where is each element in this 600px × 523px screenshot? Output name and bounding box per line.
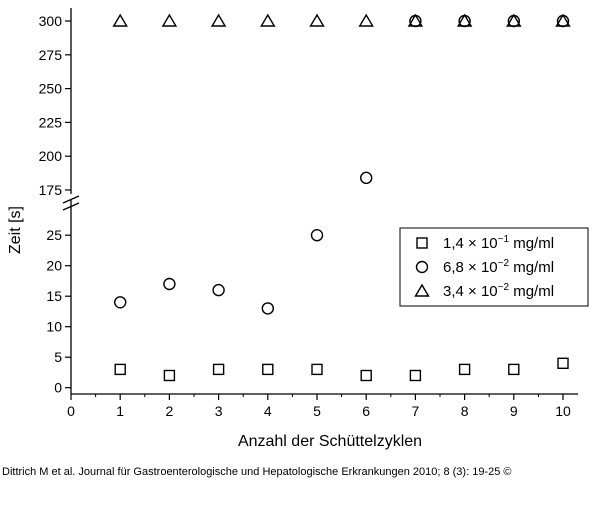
x-tick-label: 2: [166, 403, 174, 419]
data-point-triangle: [112, 13, 128, 27]
y-tick-label: 300: [39, 13, 63, 29]
data-point-triangle: [456, 13, 473, 27]
legend-label: 3,4 × 10−2 mg/ml: [443, 282, 554, 300]
axis-break-mark-2: [62, 202, 80, 211]
axes: 0 1 2 3 4 5 6 7 8 9 10 0 5 10 15 20 25 175 200 225 250 275 300: [39, 8, 578, 419]
data-point-circle: [163, 277, 176, 291]
legend-box: [399, 227, 589, 307]
y-tick-label: 225: [39, 114, 63, 130]
y-tick-label: 10: [46, 319, 62, 335]
data-point-circle: [113, 296, 127, 309]
data-point-square: [458, 363, 471, 376]
data-point-triangle: [161, 13, 178, 27]
legend-label: 6,8 × 10−2 mg/ml: [443, 258, 554, 276]
x-tick-label: 5: [313, 403, 321, 419]
y-tick-label: 250: [39, 81, 63, 97]
x-tick-label: 7: [412, 403, 420, 419]
data-points: [112, 13, 571, 382]
x-tick-label: 6: [362, 403, 370, 419]
x-tick-label: 3: [215, 403, 223, 419]
data-point-square: [114, 363, 126, 376]
data-point-triangle: [358, 13, 374, 27]
legend-marker-triangle: [414, 283, 430, 297]
legend-marker-square: [416, 237, 428, 249]
data-point-triangle: [555, 13, 571, 27]
data-point-circle: [261, 302, 274, 315]
data-point-circle: [212, 283, 225, 297]
data-point-circle: [310, 228, 324, 242]
citation-text: Dittrich M et al. Journal für Gastroente…: [2, 466, 512, 478]
data-point-square: [409, 369, 422, 382]
legend: 1,4 × 10−1 mg/ml 6,8 × 10−2 mg/ml 3,4 × 10…: [399, 227, 589, 307]
y-tick-label: 200: [39, 148, 63, 164]
data-point-square: [163, 369, 176, 382]
x-tick-label: 0: [67, 403, 75, 419]
legend-marker-circle: [415, 260, 429, 274]
data-point-square: [360, 369, 372, 382]
data-point-triangle: [210, 13, 227, 27]
x-tick-label: 9: [510, 403, 518, 419]
data-point-triangle: [260, 13, 276, 27]
y-tick-label: 15: [46, 288, 62, 304]
axis-break-mark-1: [62, 195, 80, 204]
y-tick-label: 25: [46, 227, 62, 243]
data-point-circle: [360, 171, 373, 185]
legend-label: 1,4 × 10−1 mg/ml: [443, 234, 554, 252]
x-tick-label: 8: [461, 403, 469, 419]
y-tick-label: 275: [39, 47, 63, 63]
y-tick-label: 20: [46, 258, 62, 274]
data-point-square: [508, 363, 520, 376]
data-point-triangle: [506, 13, 522, 27]
data-point-triangle: [407, 13, 424, 27]
y-tick-label: 0: [54, 380, 62, 396]
x-tick-label: 10: [555, 403, 571, 419]
data-point-triangle: [309, 13, 325, 27]
data-point-square: [557, 357, 569, 369]
y-tick-label: 5: [54, 349, 62, 365]
y-tick-label: 175: [39, 182, 63, 198]
x-axis-title: Anzahl der Schüttelzyklen: [238, 433, 422, 450]
data-point-square: [212, 363, 225, 376]
x-tick-label: 1: [116, 403, 124, 419]
y-axis-title: Zeit [s]: [7, 206, 24, 254]
data-point-square: [311, 363, 323, 376]
data-point-square: [262, 363, 274, 376]
x-tick-label: 4: [264, 403, 272, 419]
